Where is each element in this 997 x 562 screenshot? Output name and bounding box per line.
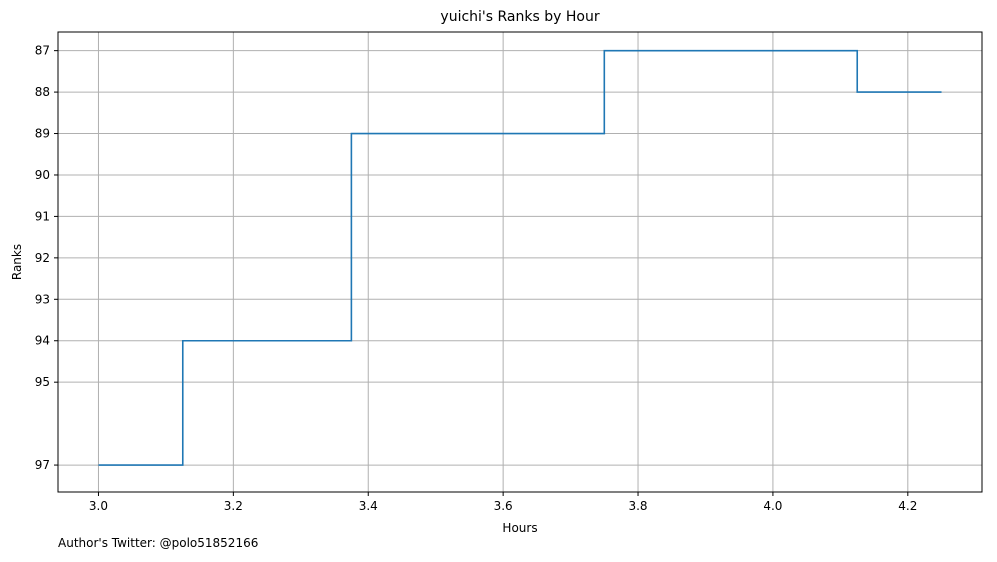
plot-area [58, 32, 982, 492]
x-tick-label: 4.0 [763, 499, 782, 513]
y-tick-label: 94 [35, 334, 50, 348]
rank-step-line [98, 49, 942, 466]
x-tick-label: 3.0 [89, 499, 108, 513]
plot-frame [57, 31, 983, 493]
y-tick-label: 95 [35, 375, 50, 389]
y-tick-label: 89 [35, 127, 50, 141]
x-tick-label: 3.6 [494, 499, 513, 513]
chart-title: yuichi's Ranks by Hour [440, 9, 599, 25]
y-tick-label: 92 [35, 251, 50, 265]
y-tick-label: 88 [35, 85, 50, 99]
y-tick-label: 93 [35, 292, 50, 306]
x-tick-label: 4.2 [898, 499, 917, 513]
author-footnote: Author's Twitter: @polo51852166 [58, 536, 259, 550]
y-tick-label: 87 [35, 44, 50, 58]
y-tick-label: 91 [35, 209, 50, 223]
series [98, 49, 942, 466]
x-tick-label: 3.4 [359, 499, 378, 513]
y-tick-label: 90 [35, 168, 50, 182]
y-tick-label: 97 [35, 458, 50, 472]
x-tick-label: 3.8 [628, 499, 647, 513]
ticks: 3.0 3.2 3.4 3.6 3.8 4.0 4.2 87 88 89 90 91 92 93 94 95 9… [35, 44, 918, 513]
x-tick-label: 3.2 [224, 499, 243, 513]
y-axis-label: Ranks [10, 244, 24, 280]
x-axis-label: Hours [502, 521, 537, 535]
grid [58, 32, 982, 492]
